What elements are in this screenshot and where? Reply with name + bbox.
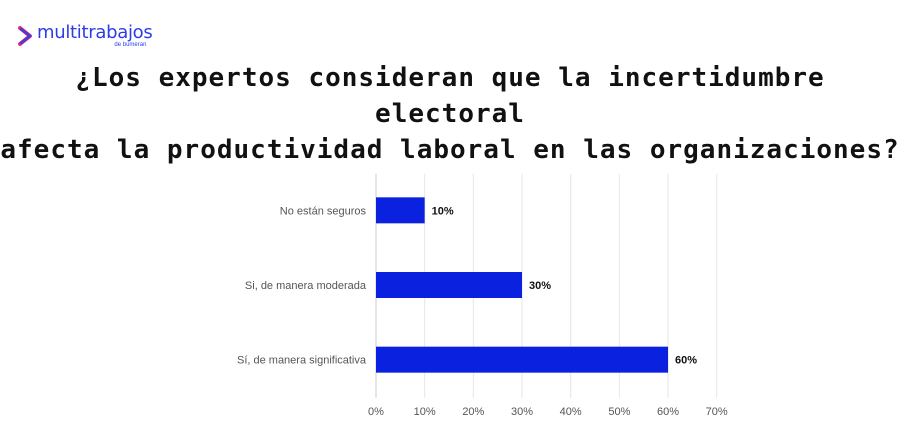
brand-subtitle: de bumeran: [114, 42, 147, 48]
bar[interactable]: [376, 346, 669, 373]
x-tick-label: 10%: [414, 406, 436, 418]
bars: [376, 197, 669, 373]
chart-title-line-1: ¿Los expertos consideran que la incertid…: [75, 63, 825, 129]
chart-title-line-2: afecta la productividad laboral en las o…: [0, 135, 900, 165]
x-tick-label: 30%: [511, 406, 533, 418]
brand-logo: multitrabajos de bumeran: [18, 22, 153, 52]
x-tick-label: 50%: [608, 406, 630, 418]
value-labels: 10% 30% 60%: [432, 205, 698, 366]
category-labels: No están seguros Si, de manera moderada Sí…: [237, 205, 367, 366]
bar[interactable]: [376, 197, 425, 224]
x-tick-label: 0%: [368, 406, 384, 418]
chart-title: ¿Los expertos consideran que la incertid…: [0, 60, 900, 168]
data-label: 30%: [529, 280, 551, 292]
brand-name: multitrabajos: [37, 22, 153, 43]
x-tick-label: 70%: [706, 406, 728, 418]
data-label: 60%: [675, 355, 697, 367]
bar[interactable]: [376, 272, 523, 298]
x-tick-label: 20%: [462, 406, 484, 418]
category-label: Si, de manera moderada: [245, 280, 367, 292]
category-label: Sí, de manera significativa: [237, 355, 367, 367]
x-tick-label: 60%: [657, 406, 679, 418]
category-label: No están seguros: [280, 205, 367, 217]
x-tick-label: 40%: [560, 406, 582, 418]
x-axis-ticks: 0% 10% 20% 30% 40% 50% 60% 70%: [368, 406, 728, 418]
data-label: 10%: [432, 205, 454, 217]
chevron-right-brand-icon: [18, 26, 32, 46]
